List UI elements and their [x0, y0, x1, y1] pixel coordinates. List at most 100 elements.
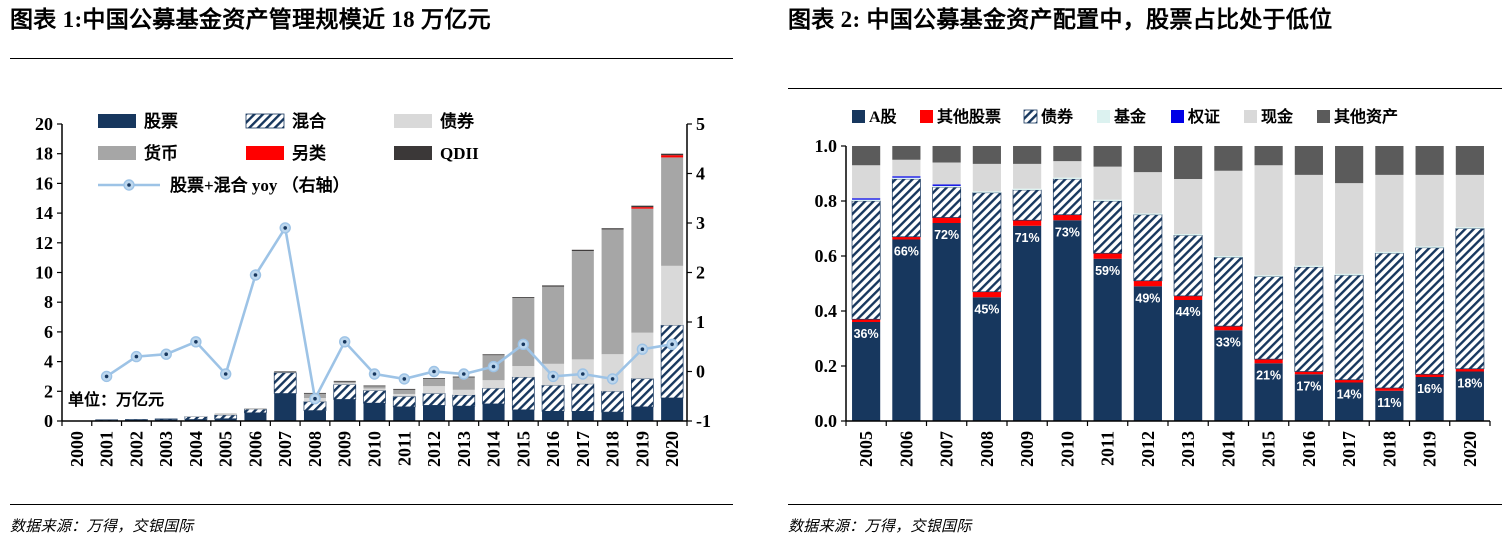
svg-text:2012: 2012: [1138, 431, 1158, 467]
svg-text:72%: 72%: [934, 228, 959, 242]
svg-text:0.2: 0.2: [815, 356, 838, 376]
chart1-title: 图表 1:中国公募基金资产管理规模近 18 万亿元: [10, 7, 491, 32]
svg-text:2010: 2010: [365, 431, 385, 467]
svg-text:2006: 2006: [896, 431, 916, 467]
svg-text:2010: 2010: [1057, 431, 1077, 467]
svg-text:1: 1: [696, 312, 705, 332]
svg-text:A股: A股: [869, 108, 898, 126]
chart1-source: 数据来源：万得，交银国际: [10, 519, 194, 535]
svg-text:2003: 2003: [156, 431, 176, 467]
svg-text:2007: 2007: [937, 431, 957, 467]
svg-text:20: 20: [35, 114, 53, 134]
chart1-source-divider: [10, 504, 733, 506]
svg-text:2016: 2016: [1299, 431, 1319, 467]
svg-text:0: 0: [696, 362, 705, 382]
svg-text:2013: 2013: [1178, 431, 1198, 467]
svg-text:3: 3: [696, 213, 705, 233]
svg-text:2008: 2008: [305, 431, 325, 467]
svg-text:2005: 2005: [856, 431, 876, 467]
svg-text:2017: 2017: [573, 431, 593, 467]
svg-text:36%: 36%: [854, 327, 879, 341]
svg-text:45%: 45%: [974, 302, 999, 316]
chart2-source: 数据来源：万得，交银国际: [788, 519, 972, 535]
svg-text:2016: 2016: [543, 431, 563, 467]
chart2-title: 图表 2: 中国公募基金资产配置中，股票占比处于低位: [788, 7, 1333, 32]
svg-text:2018: 2018: [1379, 431, 1399, 467]
svg-text:单位：万亿元: 单位：万亿元: [68, 390, 164, 409]
svg-text:权证: 权证: [1187, 107, 1220, 126]
svg-text:18: 18: [35, 144, 53, 164]
svg-text:44%: 44%: [1176, 305, 1201, 319]
svg-text:2013: 2013: [454, 431, 474, 467]
svg-text:4: 4: [696, 164, 705, 184]
svg-text:18%: 18%: [1457, 377, 1482, 391]
svg-text:14%: 14%: [1337, 388, 1362, 402]
svg-text:8: 8: [44, 292, 53, 312]
chart2-canvas: 0.0 0.2 0.4 0.6 0.8 1.0 2005 2006 2007 2008 2009 20…: [815, 107, 1491, 467]
svg-text:14: 14: [35, 203, 53, 223]
svg-text:2017: 2017: [1339, 431, 1359, 467]
svg-text:2000: 2000: [67, 431, 87, 467]
svg-text:2011: 2011: [394, 431, 414, 466]
svg-text:2014: 2014: [484, 431, 504, 467]
svg-text:2005: 2005: [216, 431, 236, 467]
svg-text:0.8: 0.8: [815, 191, 838, 211]
svg-text:2020: 2020: [662, 431, 682, 467]
svg-text:2019: 2019: [1420, 431, 1440, 467]
svg-text:2009: 2009: [335, 431, 355, 467]
svg-text:2: 2: [44, 381, 53, 401]
svg-text:股票+混合 yoy （右轴）: 股票+混合 yoy （右轴）: [170, 175, 350, 195]
svg-text:债券: 债券: [440, 111, 475, 131]
svg-text:其他资产: 其他资产: [1334, 107, 1398, 126]
svg-text:33%: 33%: [1216, 335, 1241, 349]
svg-text:2: 2: [696, 263, 705, 283]
svg-text:2014: 2014: [1218, 431, 1238, 467]
svg-text:4: 4: [44, 352, 53, 372]
svg-text:QDII: QDII: [440, 144, 479, 163]
svg-text:2020: 2020: [1460, 431, 1480, 467]
svg-text:66%: 66%: [894, 245, 919, 259]
svg-text:2012: 2012: [424, 431, 444, 467]
svg-text:股票: 股票: [144, 112, 178, 131]
svg-text:0.4: 0.4: [815, 301, 838, 321]
chart2-panel: 图表 2: 中国公募基金资产配置中，股票占比处于低位 0.0 0.2 0.4 0.6 0…: [788, 0, 1502, 536]
svg-text:其他股票: 其他股票: [937, 107, 1001, 126]
chart2-source-divider: [788, 504, 1502, 506]
svg-text:2008: 2008: [977, 431, 997, 467]
chart2-title-divider: [788, 88, 1502, 90]
svg-text:11%: 11%: [1377, 396, 1401, 410]
svg-text:0: 0: [44, 411, 53, 431]
svg-text:49%: 49%: [1135, 291, 1160, 305]
svg-text:货币: 货币: [144, 143, 178, 163]
svg-text:2015: 2015: [1259, 431, 1279, 467]
svg-text:2002: 2002: [126, 431, 146, 467]
svg-text:0.0: 0.0: [815, 411, 838, 431]
chart1-title-divider: [10, 58, 733, 60]
svg-text:债券: 债券: [1041, 107, 1074, 126]
svg-text:2004: 2004: [186, 431, 206, 467]
svg-text:71%: 71%: [1015, 231, 1040, 245]
svg-text:混合: 混合: [292, 111, 327, 131]
svg-text:2007: 2007: [275, 431, 295, 467]
svg-text:10: 10: [35, 263, 53, 283]
svg-text:16: 16: [35, 173, 53, 193]
svg-text:2009: 2009: [1017, 431, 1037, 467]
svg-text:6: 6: [44, 322, 53, 342]
svg-text:73%: 73%: [1055, 225, 1080, 239]
svg-text:2001: 2001: [97, 431, 117, 467]
svg-text:1.0: 1.0: [815, 136, 838, 156]
svg-text:2011: 2011: [1098, 431, 1118, 466]
svg-text:2018: 2018: [603, 431, 623, 467]
svg-text:-1: -1: [696, 411, 711, 431]
chart1-panel: 图表 1:中国公募基金资产管理规模近 18 万亿元 0 2 4 6 8 10 12 14 16 1…: [10, 0, 733, 536]
svg-text:2019: 2019: [632, 431, 652, 467]
svg-text:5: 5: [696, 114, 705, 134]
svg-text:16%: 16%: [1417, 382, 1442, 396]
svg-text:基金: 基金: [1113, 107, 1147, 126]
svg-text:2006: 2006: [246, 431, 266, 467]
svg-text:12: 12: [35, 233, 53, 253]
svg-text:0.6: 0.6: [815, 246, 838, 266]
svg-text:2015: 2015: [513, 431, 533, 467]
